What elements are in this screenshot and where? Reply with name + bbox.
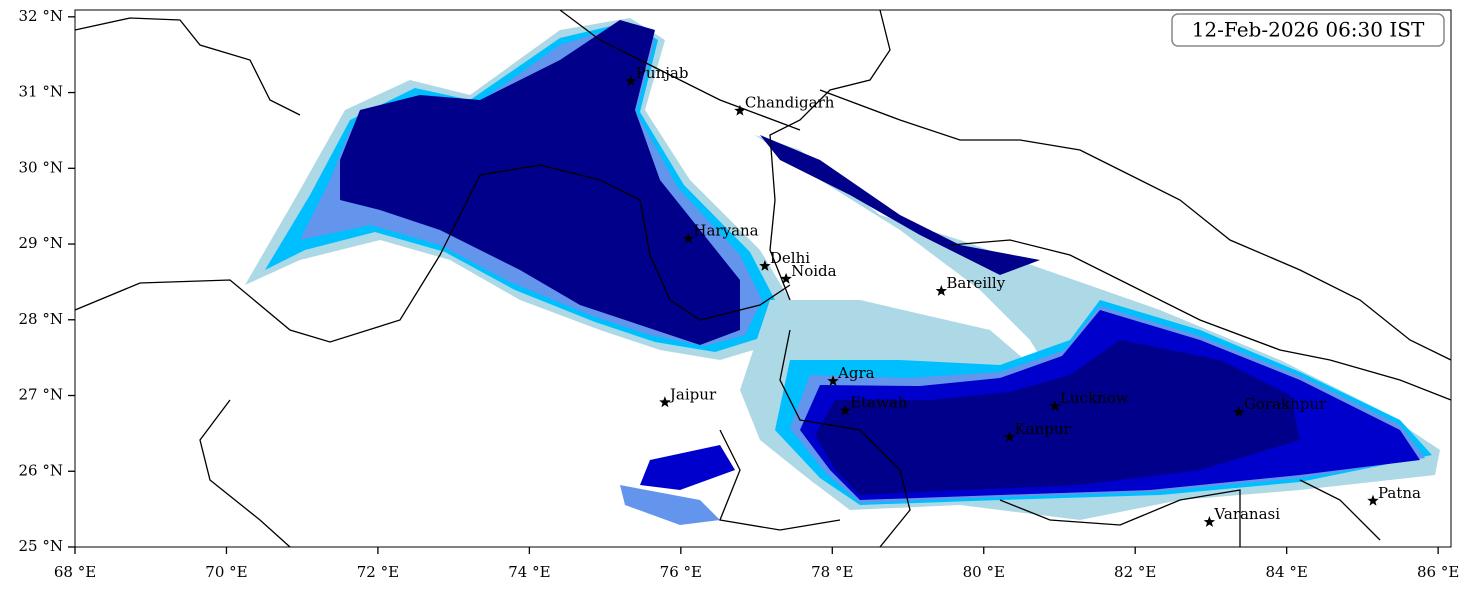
city-label: Gorakhpur [1244,395,1327,413]
y-tick-label: 29 °N [19,234,63,252]
city-label: Chandigarh [745,94,835,112]
city-label: Jaipur [668,385,717,403]
city-marker [682,232,695,244]
fog-field [245,18,1440,525]
city-marker [1203,516,1216,527]
x-tick-label: 78 °E [811,563,853,581]
x-tick-label: 72 °E [357,563,399,581]
timestamp: 12-Feb-2026 06:30 IST [1192,18,1425,42]
city-marker [625,75,637,87]
city-label: Delhi [770,249,810,267]
city-label: Bareilly [946,274,1005,292]
city-marker [1367,494,1379,506]
city-label: Noida [791,262,837,280]
y-tick-label: 28 °N [19,310,63,328]
plot-frame [74,9,1452,548]
city-marker [759,260,771,271]
city-label: Lucknow [1060,389,1129,407]
timestamp-frame [1171,13,1445,47]
city-marker [935,285,947,296]
city-label: Punjab [636,64,689,82]
city-marker [1233,406,1245,417]
x-tick-label: 82 °E [1114,563,1156,581]
x-tick-label: 70 °E [205,563,247,581]
axes: 68 °E 70 °E 72 °E 74 °E 76 °E 78 °E 80 °E 82 °E… [19,7,1460,581]
y-tick-label: 32 °N [19,7,63,25]
city-label: Etawah [850,394,908,412]
city-marker [780,272,792,284]
x-tick-label: 68 °E [54,563,96,581]
y-tick-label: 30 °N [19,158,63,176]
city-marker [659,396,671,408]
x-tick-label: 84 °E [1266,563,1308,581]
city-marker [827,375,839,386]
x-tick-label: 76 °E [660,563,702,581]
timestamp-box: 12-Feb-2026 06:30 IST [1171,13,1445,47]
city-marker [1049,400,1061,411]
y-tick-label: 26 °N [19,461,63,479]
city-marker [839,404,851,416]
x-tick-label: 74 °E [508,563,550,581]
y-tick-label: 25 °N [19,537,63,555]
city-label: Kanpur [1014,420,1071,438]
city-label: Haryana [693,222,758,240]
city-label: Varanasi [1213,505,1280,523]
city-marker [1003,431,1016,442]
city-label: Agra [837,364,875,382]
y-tick-label: 27 °N [19,386,63,404]
borders [74,9,1452,548]
x-tick-label: 80 °E [963,563,1005,581]
x-tick-label: 86 °E [1417,563,1459,581]
city-marker [734,104,746,116]
y-tick-label: 31 °N [19,83,63,101]
city-label: Patna [1378,484,1421,502]
